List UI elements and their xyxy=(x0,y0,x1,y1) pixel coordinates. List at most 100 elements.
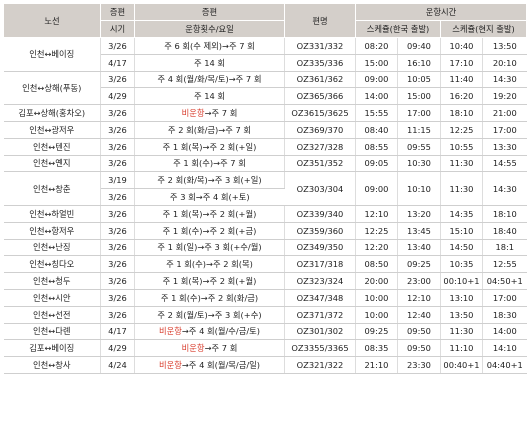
table-row: 인천↔난징 3/26 주 1 회(일)→주 3 회(+수/월) OZ349/350 12… xyxy=(3,239,527,257)
period-cell: 3/26 xyxy=(100,306,135,324)
korea-arrive-time-cell: 10:05 xyxy=(397,71,441,89)
table-row: 인천↔선전 3/26 주 2 회(월/토)→주 3 회(+수) OZ371/372 10… xyxy=(3,306,527,324)
local-depart-time-cell: 18:10 xyxy=(440,104,483,122)
korea-depart-time-cell: 09:05 xyxy=(355,155,398,173)
korea-arrive-time-cell: 13:20 xyxy=(397,205,441,223)
korea-arrive-time-cell: 09:40 xyxy=(397,37,441,55)
table-row: 인천↔베이징 3/26 주 6 회(수 제외)→주 7 회 OZ331/332 08:2… xyxy=(3,37,527,72)
local-arrive-time-cell: 13:50 xyxy=(482,37,527,55)
info-header-sub: 운항횟수/요일 xyxy=(134,20,285,38)
period-cell: 3/26 xyxy=(100,239,135,257)
period-cell: 3/26 xyxy=(100,289,135,307)
frequency-text: 주 14 회 xyxy=(193,57,226,68)
korea-depart-time-cell: 08:40 xyxy=(355,121,398,139)
local-depart-time-cell: 10:35 xyxy=(440,255,483,274)
period-cell: 3/26 xyxy=(100,222,135,240)
route-cell: 인천↔다롄 xyxy=(3,323,101,341)
period-cell: 4/29 xyxy=(100,87,135,106)
frequency-cell: 비운항→주 7 회 xyxy=(134,104,285,122)
frequency-cell: 비운항→주 7 회 xyxy=(134,339,285,358)
table-row: 인천↔창사 4/24 비운항→주 4 회(월/목/금/일) OZ321/322 21:1… xyxy=(3,356,527,374)
korea-depart-time-cell: 08:50 xyxy=(355,255,398,274)
local-arrive-time-cell: 21:00 xyxy=(482,104,527,122)
local-depart-time-cell: 14:50 xyxy=(440,239,483,257)
local-depart-time-cell: 00:40+1 xyxy=(440,356,483,374)
korea-arrive-time-cell: 10:30 xyxy=(397,155,441,173)
flight-number-cell: OZ351/352 xyxy=(284,155,356,173)
local-depart-time-cell: 13:10 xyxy=(440,289,483,307)
frequency-cell: 주 14 회 xyxy=(134,54,285,72)
korea-depart-time-cell: 15:55 xyxy=(355,104,398,122)
period-cell: 3/19 xyxy=(100,171,135,190)
suspended-label: 비운항 xyxy=(158,326,182,337)
local-arrive-time-cell: 17:00 xyxy=(482,289,527,307)
frequency-text: →주 7 회 xyxy=(204,108,238,119)
period-cell: 3/26 xyxy=(100,205,135,223)
korea-arrive-time-cell: 13:45 xyxy=(397,222,441,240)
table-row: 4/17 주 14 회 OZ335/336 15:00 16:10 17:10 20:10 xyxy=(4,54,527,72)
local-depart-time-cell: 16:20 xyxy=(440,87,483,106)
flight-number-cell: OZ359/360 xyxy=(284,222,356,240)
route-cell: 인천↔창사 xyxy=(3,356,101,374)
period-cell: 3/26 xyxy=(100,155,135,173)
route-cell: 인천↔옌지 xyxy=(3,155,101,173)
frequency-text: 주 1 회(목)→주 2 회(+월) xyxy=(162,208,257,219)
table-row: 인천↔하얼빈 3/26 주 1 회(목)→주 2 회(+월) OZ339/340 12:… xyxy=(3,205,527,223)
schedule-korea-header: 스케쥴(한국 출발) xyxy=(355,20,441,38)
frequency-cell: 주 2 회(화/금)→주 7 회 xyxy=(134,121,285,139)
korea-depart-time-cell: 08:20 xyxy=(355,37,398,55)
korea-arrive-time-cell: 23:30 xyxy=(397,356,441,374)
period-cell: 3/26 xyxy=(100,272,135,290)
header-row-sub: 시기 운항횟수/요일 스케쥴(한국 출발) 스케쥴(현지 출발) xyxy=(4,20,528,38)
frequency-cell: 주 6 회(수 제외)→주 7 회 xyxy=(134,37,285,55)
local-depart-time-cell: 00:10+1 xyxy=(440,272,483,290)
flight-number-cell: OZ3615/3625 xyxy=(284,104,356,122)
korea-depart-time-cell: 20:00 xyxy=(355,272,398,290)
period-cell: 4/29 xyxy=(100,339,135,358)
table-row: 인천↔텐진 3/26 주 1 회(목)→주 2 회(+일) OZ327/328 08:5… xyxy=(3,138,527,156)
table-row: 인천↔항저우 3/26 주 1 회(수)→주 2 회(+금) OZ359/360 12:… xyxy=(3,222,527,240)
frequency-text: 주 2 회(화/금)→주 7 회 xyxy=(167,124,252,135)
frequency-text: →주 7 회 xyxy=(204,343,238,354)
local-depart-time-cell: 10:55 xyxy=(440,138,483,156)
local-depart-time-cell: 11:30 xyxy=(440,171,483,206)
frequency-cell: 주 1 회(수)→주 2 회(화/금) xyxy=(134,289,285,307)
flight-number-cell: OZ331/332 xyxy=(284,37,356,55)
korea-arrive-time-cell: 12:40 xyxy=(397,306,441,324)
flight-number-cell: OZ301/302 xyxy=(284,323,356,341)
korea-depart-time-cell: 09:25 xyxy=(355,323,398,341)
korea-arrive-time-cell: 11:15 xyxy=(397,121,441,139)
header-row-top: 노선 증편 증편 편명 운항시간 xyxy=(3,3,528,38)
period-header-sub: 시기 xyxy=(100,20,135,38)
local-depart-time-cell: 12:25 xyxy=(440,121,483,139)
schedule-local-header: 스케쥴(현지 출발) xyxy=(439,20,528,38)
route-cell: 인천↔항저우 xyxy=(3,222,101,240)
korea-arrive-time-cell: 09:55 xyxy=(397,138,441,156)
period-cell: 4/24 xyxy=(100,356,135,374)
route-cell: 인천↔상해(푸동) xyxy=(3,71,101,106)
schedule-table-container: 노선 증편 증편 편명 운항시간 시기 운항횟수/요일 스케쥴(한국 출발) 스… xyxy=(3,3,528,374)
frequency-cell: 주 1 회(목)→주 2 회(+일) xyxy=(134,138,285,156)
korea-depart-time-cell: 12:25 xyxy=(355,222,398,240)
local-arrive-time-cell: 18:40 xyxy=(482,222,527,240)
frequency-cell: 비운항→주 4 회(월/수/금/토) xyxy=(134,323,285,341)
period-cell: 3/26 xyxy=(100,255,135,274)
korea-arrive-time-cell: 23:00 xyxy=(397,272,441,290)
local-depart-time-cell: 13:50 xyxy=(440,306,483,324)
frequency-cell: 주 1 회(목)→주 2 회(+월) xyxy=(134,272,285,290)
local-depart-time-cell: 14:35 xyxy=(440,205,483,223)
period-cell: 4/17 xyxy=(100,54,135,72)
table-row: 김포↔상해(홍차오) 3/26 비운항→주 7 회 OZ3615/3625 15:55 1… xyxy=(3,104,527,122)
suspended-label: 비운항 xyxy=(158,360,182,371)
route-cell: 인천↔창춘 xyxy=(3,171,101,206)
frequency-cell: 주 14 회 xyxy=(134,87,285,106)
local-depart-time-cell: 17:10 xyxy=(440,54,483,72)
table-row: 인천↔다롄 4/17 비운항→주 4 회(월/수/금/토) OZ301/302 09:2… xyxy=(3,323,527,341)
period-cell: 3/26 xyxy=(100,71,135,89)
korea-arrive-time-cell: 10:10 xyxy=(397,171,441,206)
period-cell: 4/17 xyxy=(100,323,135,341)
route-cell: 인천↔선전 xyxy=(3,306,101,324)
route-cell: 인천↔칭다오 xyxy=(3,255,101,274)
frequency-cell: 주 2 회(화/목)→주 3 회(+일) xyxy=(134,171,285,190)
frequency-cell: 주 1 회(수)→주 7 회 xyxy=(134,155,285,173)
